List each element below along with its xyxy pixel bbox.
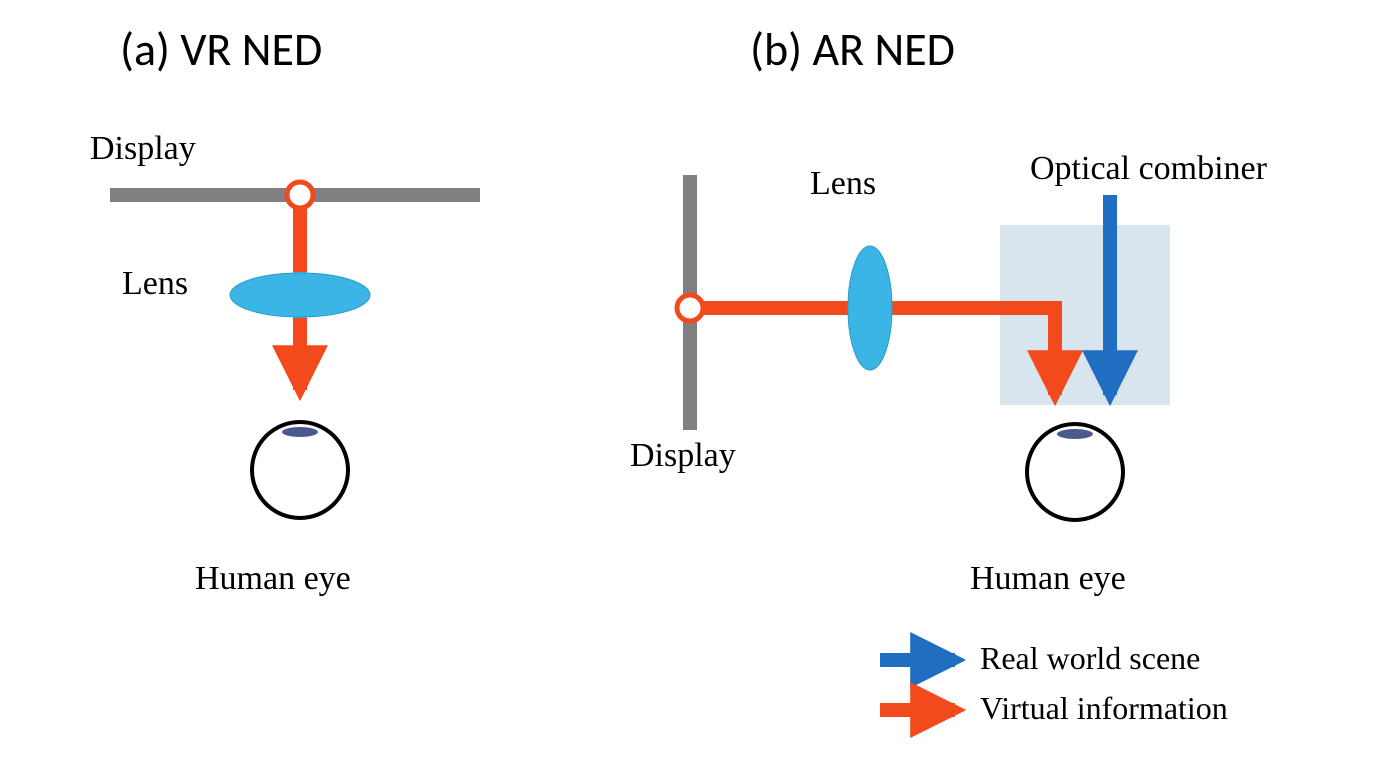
vr-eye-iris <box>282 427 318 437</box>
label-display-b: Display <box>630 437 736 475</box>
vr-source-point <box>287 182 313 208</box>
legend-virtual-label: Virtual information <box>980 690 1228 727</box>
panel-a-title: (a) VR NED <box>120 22 322 78</box>
ar-virtual-arrow <box>690 308 1055 395</box>
ar-lens-neck <box>848 301 892 315</box>
ar-eye <box>1027 424 1123 520</box>
label-lens-a: Lens <box>122 265 188 303</box>
label-eye-b: Human eye <box>970 560 1126 598</box>
panel-b-title: (b) AR NED <box>750 22 955 78</box>
ar-eye-iris <box>1057 429 1093 439</box>
vr-eye <box>252 422 348 518</box>
vr-lens-body <box>230 273 370 317</box>
ar-optical-combiner <box>1000 225 1170 405</box>
ar-lens-body <box>848 246 892 370</box>
label-lens-b: Lens <box>810 165 876 203</box>
vr-lens-neck <box>293 272 307 318</box>
label-combiner-b: Optical combiner <box>1030 150 1267 188</box>
legend-real-label: Real world scene <box>980 640 1200 677</box>
ar-source-point <box>677 295 703 321</box>
label-display-a: Display <box>90 130 196 168</box>
label-eye-a: Human eye <box>195 560 351 598</box>
